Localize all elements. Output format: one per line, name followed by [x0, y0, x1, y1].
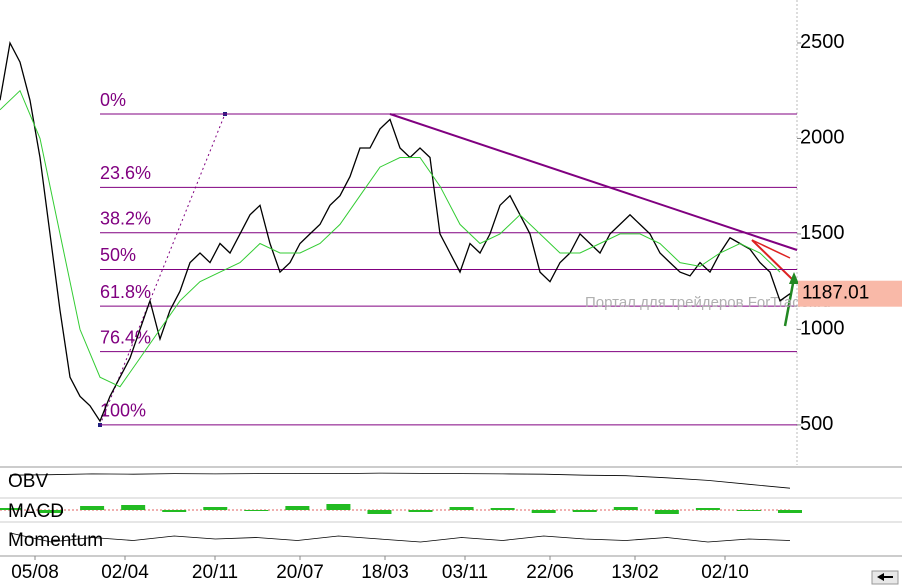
y-tick-label: 2500: [800, 31, 845, 53]
macd-bar: [531, 510, 556, 513]
macd-bar: [39, 510, 64, 513]
annotation-line: [751, 239, 791, 259]
macd-bar: [121, 505, 146, 510]
fib-label: 100%: [100, 401, 146, 421]
macd-bar: [613, 507, 638, 510]
last-price-box: [798, 280, 902, 307]
indicator-label: OBV: [8, 471, 48, 492]
trendline: [389, 113, 798, 251]
annotation-line: [751, 239, 794, 281]
macd-bar: [408, 510, 433, 512]
macd-bar: [778, 510, 802, 513]
x-tick-label: 22/06: [526, 562, 574, 583]
fib-label: 0%: [100, 90, 126, 110]
y-tick-label: 500: [800, 413, 833, 435]
macd-bar: [0, 508, 22, 510]
macd-bar: [244, 510, 269, 511]
macd-bar: [736, 510, 761, 511]
macd-bar: [285, 506, 310, 510]
macd-bar: [367, 510, 392, 514]
last-price-label: 1187.01: [802, 283, 869, 304]
macd-bar: [695, 508, 720, 510]
x-tick-label: 03/11: [442, 562, 488, 583]
x-tick-label: 02/04: [101, 562, 149, 583]
price-line: [0, 41, 791, 423]
price-line: [0, 89, 781, 388]
x-tick-label: 18/03: [361, 562, 409, 583]
macd-bar: [572, 510, 597, 512]
y-tick-label: 1000: [800, 318, 845, 340]
macd-bar: [490, 508, 515, 510]
indicator-label: MACD: [8, 501, 64, 522]
macd-bar: [80, 506, 105, 510]
y-tick-label: 2000: [800, 127, 845, 149]
fib-label: 23.6%: [100, 163, 151, 183]
fib-label: 50%: [100, 245, 136, 265]
macd-bar: [449, 507, 474, 510]
indicator-label: Momentum: [8, 530, 103, 551]
y-tick-label: 1500: [800, 222, 845, 244]
annotation-arrow: [783, 277, 796, 327]
x-tick-label: 05/08: [11, 562, 59, 583]
fib-label: 38.2%: [100, 209, 151, 229]
macd-bar: [326, 504, 351, 510]
macd-bar: [162, 510, 187, 512]
fib-guide: [99, 113, 226, 426]
scroll-arrow: [877, 573, 884, 581]
fib-label: 61.8%: [100, 282, 151, 302]
macd-bar: [203, 507, 228, 510]
x-tick-label: 02/10: [701, 562, 749, 583]
plot: 500 1000 1500 2000 2500 05/08 02/04 20/11 20/07 1…: [0, 31, 902, 583]
x-tick-label: 13/02: [611, 562, 659, 583]
indicator-line: [9, 472, 791, 489]
indicator-line: [9, 532, 791, 543]
x-tick-label: 20/07: [276, 562, 324, 583]
watermark: Портал для трейдеров ForTrader.ru: [585, 294, 831, 311]
annotation-arrowhead: [789, 272, 799, 284]
fib-label: 76.4%: [100, 327, 151, 347]
macd-bar: [654, 510, 679, 514]
x-tick-label: 20/11: [192, 562, 238, 583]
